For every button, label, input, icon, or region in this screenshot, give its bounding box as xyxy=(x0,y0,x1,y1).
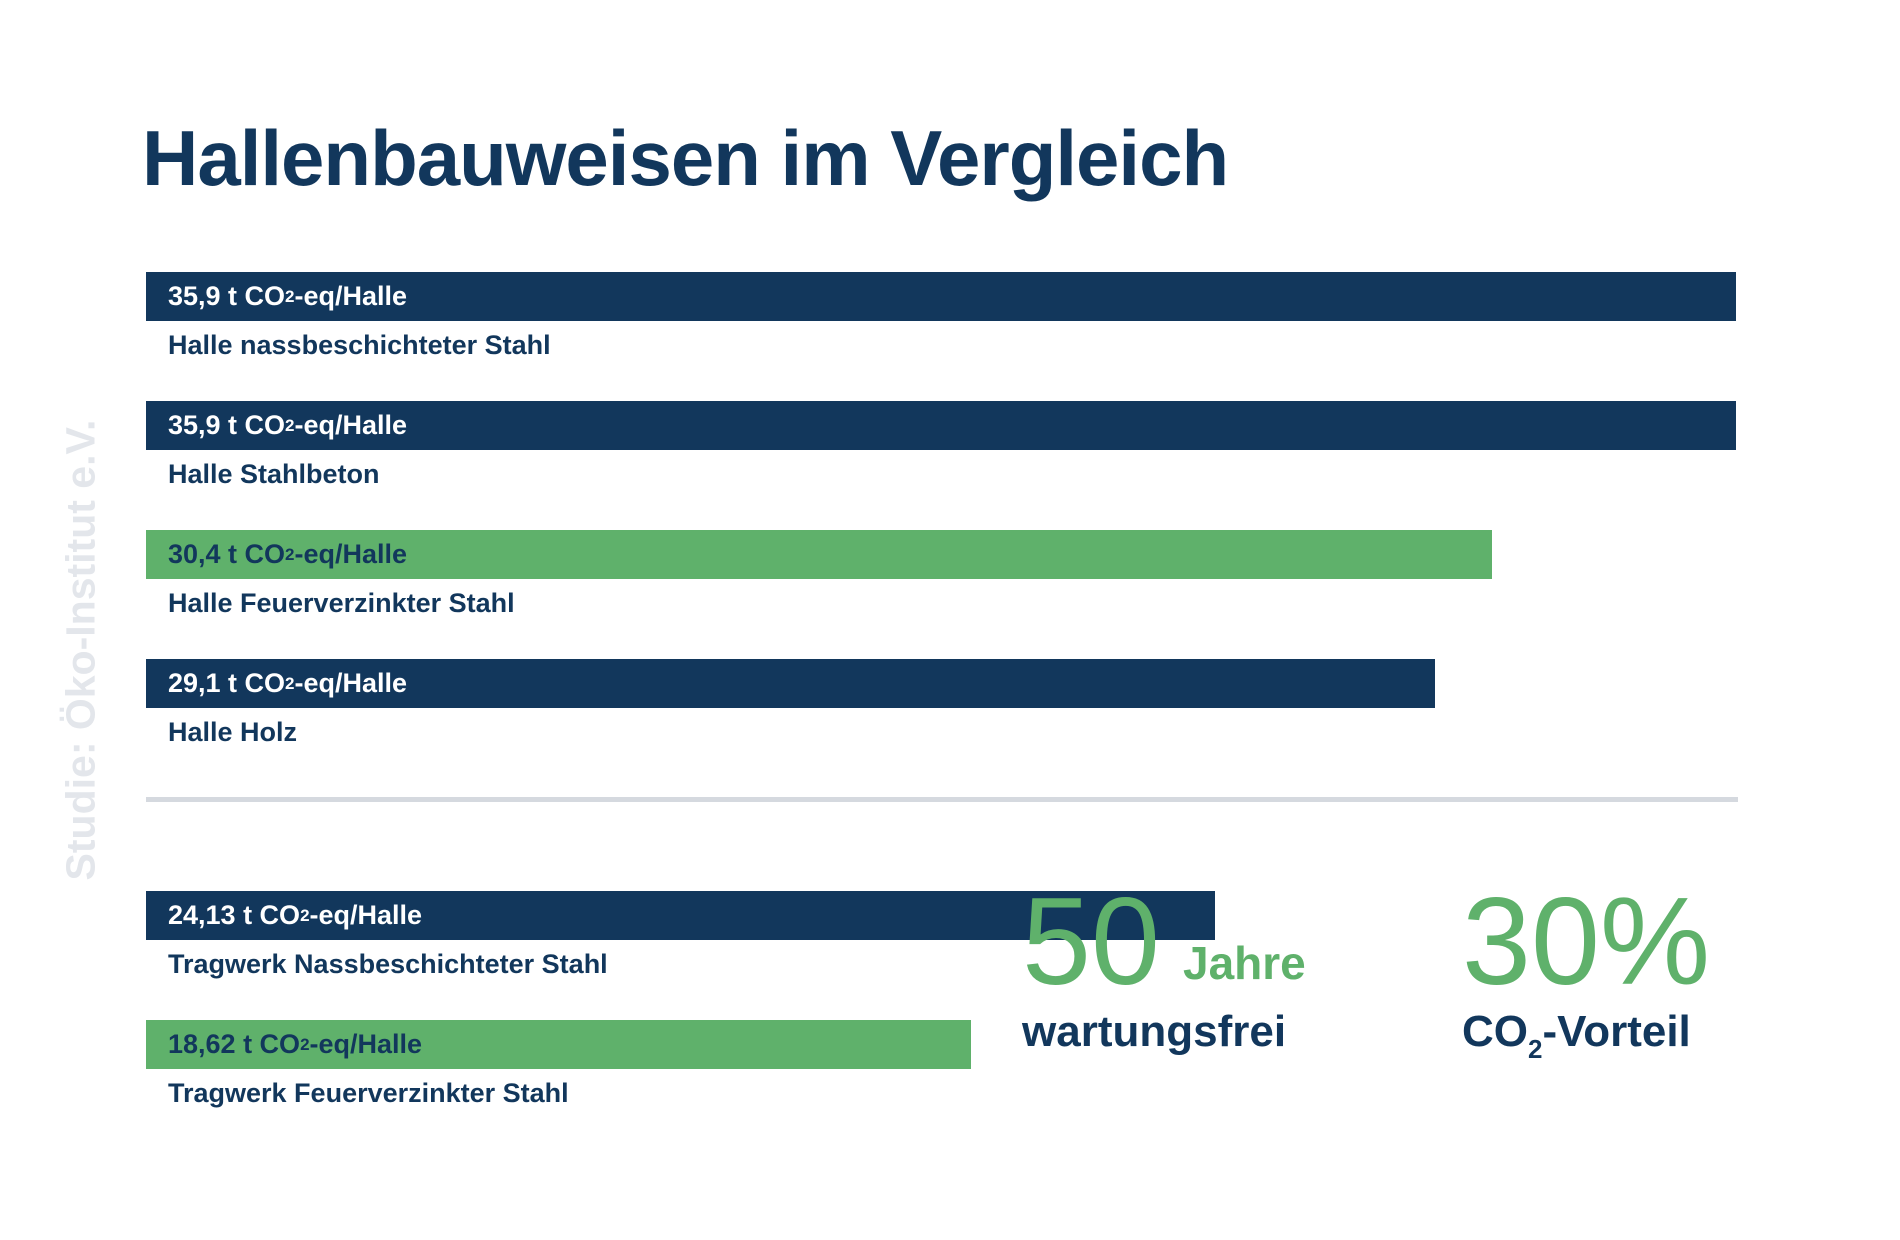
bar-value-suffix: -eq/Halle xyxy=(294,668,408,698)
bar: 18,62 t CO 2 -eq/Halle xyxy=(146,1020,971,1069)
bar-value-prefix: 29,1 t CO xyxy=(168,668,286,698)
bar-category-label: Tragwerk Nassbeschichteter Stahl xyxy=(168,949,608,979)
section-divider xyxy=(146,797,1738,802)
stat-percent-caption-prefix: CO xyxy=(1462,1007,1528,1056)
bar-category-label: Halle Holz xyxy=(168,717,298,747)
bar-category-label: Halle Feuerverzinkter Stahl xyxy=(168,588,515,618)
chart-title: Hallenbauweisen im Vergleich xyxy=(142,114,1229,202)
bar-value-suffix: -eq/Halle xyxy=(294,410,408,440)
bar: 35,9 t CO 2 -eq/Halle xyxy=(146,401,1736,450)
bar-value-suffix: -eq/Halle xyxy=(309,900,423,930)
bar-value-suffix: -eq/Halle xyxy=(294,539,408,569)
stat-percent-caption-suffix: -Vorteil xyxy=(1542,1007,1691,1056)
bar-value-prefix: 30,4 t CO xyxy=(168,539,286,569)
stat-percent-caption-sub: 2 xyxy=(1528,1034,1543,1064)
bar: 35,9 t CO 2 -eq/Halle xyxy=(146,272,1736,321)
bar-value-prefix: 18,62 t CO xyxy=(168,1029,301,1059)
stat-years-unit: Jahre xyxy=(1183,937,1306,989)
bar-value-prefix: 35,9 t CO xyxy=(168,281,286,311)
stat-percent-caption: CO2-Vorteil xyxy=(1462,1007,1691,1063)
stat-years-caption: wartungsfrei xyxy=(1022,1007,1287,1056)
bar: 24,13 t CO 2 -eq/Halle xyxy=(146,891,1215,940)
bar-category-label: Halle nassbeschichteter Stahl xyxy=(168,330,551,360)
bar-value-prefix: 24,13 t CO xyxy=(168,900,301,930)
stat-percent-number: 30% xyxy=(1462,873,1711,1011)
bar: 29,1 t CO 2 -eq/Halle xyxy=(146,659,1435,708)
bar-value-prefix: 35,9 t CO xyxy=(168,410,286,440)
bar-category-label: Tragwerk Feuerverzinkter Stahl xyxy=(168,1078,569,1108)
stat-years-number: 50 xyxy=(1022,873,1160,1011)
bar-category-label: Halle Stahlbeton xyxy=(168,459,380,489)
bar-value-suffix: -eq/Halle xyxy=(294,281,408,311)
source-note: Studie: Öko-Institut e.V. xyxy=(57,419,104,881)
bar: 30,4 t CO 2 -eq/Halle xyxy=(146,530,1492,579)
bar-value-suffix: -eq/Halle xyxy=(309,1029,423,1059)
